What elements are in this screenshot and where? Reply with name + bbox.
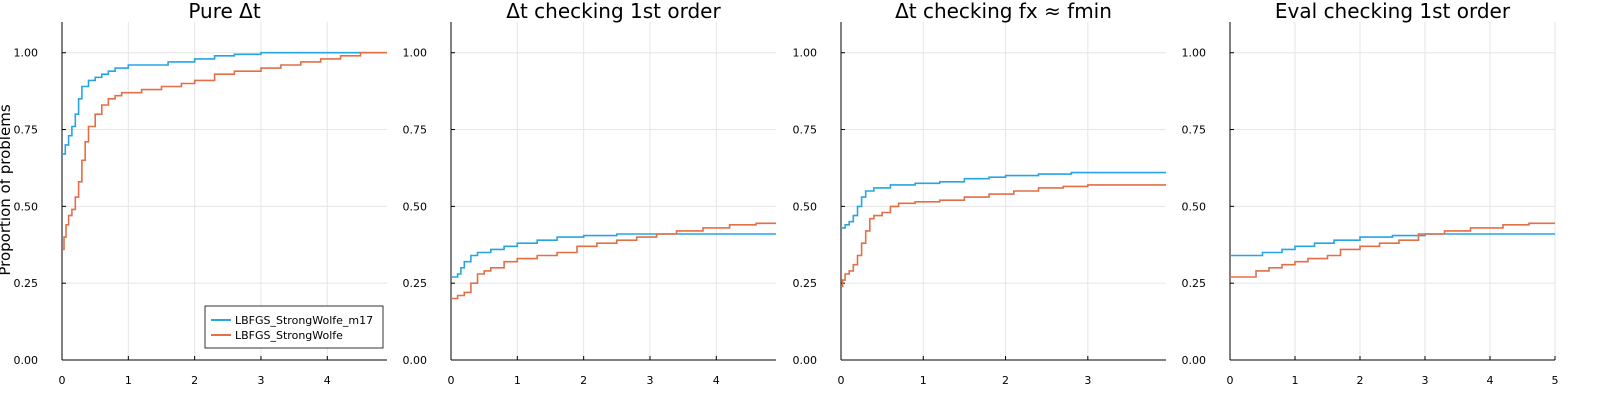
y-tick-label: 0.00 bbox=[403, 354, 428, 367]
legend-entry: LBFGS_StrongWolfe bbox=[235, 329, 343, 342]
x-tick-label: 0 bbox=[1227, 374, 1234, 387]
legend-box bbox=[204, 305, 384, 349]
x-tick-label: 1 bbox=[1292, 374, 1299, 387]
x-tick-label: 3 bbox=[646, 374, 653, 387]
x-tick-label: 2 bbox=[1002, 374, 1009, 387]
y-tick-label: 0.00 bbox=[1182, 354, 1207, 367]
series-line-orange bbox=[62, 51, 387, 251]
x-tick-label: 2 bbox=[580, 374, 587, 387]
y-tick-label: 0.50 bbox=[793, 200, 818, 213]
panel-title: Eval checking 1st order bbox=[1275, 0, 1511, 23]
x-tick-label: 3 bbox=[1422, 374, 1429, 387]
panel-2: 0.00 0.25 0.50 0.75 1.00 0 1 2 3 4 Δt checking 1st… bbox=[403, 0, 776, 387]
x-tick-label: 4 bbox=[1487, 374, 1494, 387]
y-tick-label: 1.00 bbox=[14, 47, 39, 60]
y-tick-label: 1.00 bbox=[1182, 47, 1207, 60]
y-tick-label: 0.25 bbox=[14, 277, 39, 290]
y-tick-label: 0.25 bbox=[403, 277, 428, 290]
y-tick-label: 0.50 bbox=[403, 200, 428, 213]
x-tick-label: 0 bbox=[59, 374, 66, 387]
x-tick-label: 3 bbox=[1084, 374, 1091, 387]
x-tick-label: 0 bbox=[838, 374, 845, 387]
legend-entry: LBFGS_StrongWolfe_m17 bbox=[235, 314, 373, 327]
series-line-orange bbox=[841, 184, 1166, 288]
legend: LBFGS_StrongWolfe_m17 LBFGS_StrongWolfe bbox=[204, 305, 384, 349]
x-tick-label: 2 bbox=[1357, 374, 1364, 387]
series-line-orange bbox=[451, 222, 776, 300]
y-tick-label: 1.00 bbox=[403, 47, 428, 60]
x-tick-label: 1 bbox=[920, 374, 927, 387]
series-line-blue bbox=[451, 233, 776, 278]
x-tick-label: 3 bbox=[257, 374, 264, 387]
y-tick-label: 0.75 bbox=[403, 124, 428, 137]
y-tick-label: 0.00 bbox=[793, 354, 818, 367]
panel-title: Δt checking fx ≈ fmin bbox=[895, 0, 1112, 23]
series-line-blue bbox=[1230, 233, 1555, 257]
x-tick-label: 4 bbox=[324, 374, 331, 387]
y-tick-label: 0.25 bbox=[793, 277, 818, 290]
series-line-orange bbox=[1230, 222, 1555, 278]
y-tick-label: 0.25 bbox=[1182, 277, 1207, 290]
y-tick-label: 0.00 bbox=[14, 354, 39, 367]
y-tick-label: 0.75 bbox=[1182, 124, 1207, 137]
x-tick-label: 1 bbox=[514, 374, 521, 387]
series-line-blue bbox=[841, 171, 1166, 229]
panel-4: 0.00 0.25 0.50 0.75 1.00 0 1 2 3 4 5 Eval checking … bbox=[1182, 0, 1559, 387]
x-tick-label: 1 bbox=[125, 374, 132, 387]
x-tick-label: 2 bbox=[191, 374, 198, 387]
y-tick-label: 0.50 bbox=[1182, 200, 1207, 213]
panel-1: 0.00 0.25 0.50 0.75 1.00 0 1 2 3 4 Pure Δt LBFGS_St… bbox=[14, 0, 387, 387]
y-tick-label: 0.50 bbox=[14, 200, 39, 213]
y-tick-label: 1.00 bbox=[793, 47, 818, 60]
y-axis-label: Proportion of problems bbox=[0, 104, 14, 275]
panel-title: Δt checking 1st order bbox=[506, 0, 721, 23]
x-tick-label: 0 bbox=[448, 374, 455, 387]
y-tick-label: 0.75 bbox=[14, 124, 39, 137]
x-tick-label: 5 bbox=[1552, 374, 1559, 387]
panel-3: 0.00 0.25 0.50 0.75 1.00 0 1 2 3 Δt checking fx ≈… bbox=[793, 0, 1166, 387]
panel-title: Pure Δt bbox=[188, 0, 261, 23]
y-tick-label: 0.75 bbox=[793, 124, 818, 137]
series-line-blue bbox=[62, 51, 387, 155]
x-tick-label: 4 bbox=[713, 374, 720, 387]
